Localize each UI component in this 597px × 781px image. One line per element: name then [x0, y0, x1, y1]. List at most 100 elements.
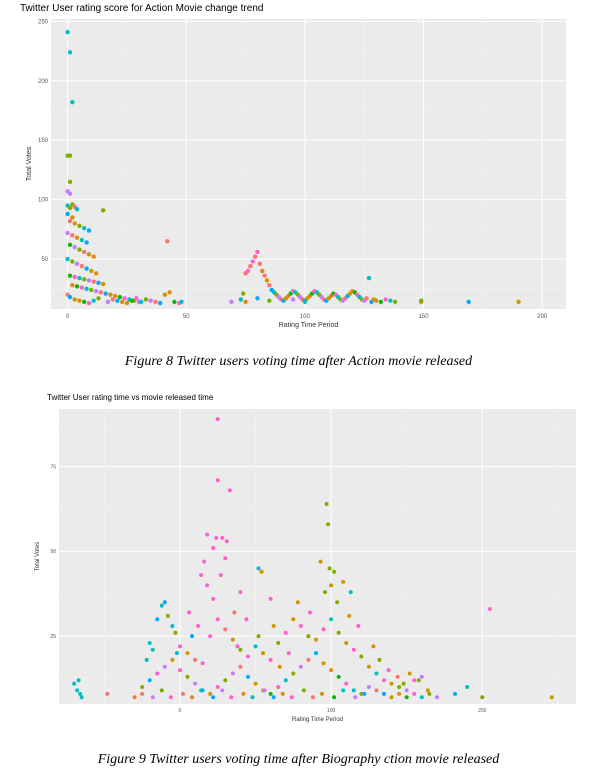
chart-title: Twitter User rating time vs movie releas… — [47, 393, 214, 402]
data-point — [74, 284, 80, 289]
data-point — [215, 417, 220, 422]
data-point — [306, 657, 311, 662]
data-point — [86, 300, 92, 306]
data-point — [79, 237, 85, 243]
data-point — [196, 624, 201, 629]
data-point — [401, 681, 406, 686]
data-point — [227, 488, 232, 493]
data-point — [153, 299, 158, 305]
data-point — [134, 296, 139, 301]
data-point — [256, 634, 261, 639]
data-point — [224, 539, 229, 544]
data-point — [412, 678, 417, 683]
data-point — [177, 644, 182, 649]
y-tick-label: 50 — [50, 549, 56, 555]
data-point — [65, 230, 70, 236]
data-point — [205, 532, 210, 537]
data-point — [241, 291, 246, 296]
data-point — [72, 244, 77, 250]
data-point — [211, 695, 216, 700]
data-point — [378, 299, 384, 305]
data-point — [170, 657, 175, 662]
data-point — [65, 211, 70, 217]
data-point — [67, 153, 73, 158]
data-point — [124, 300, 130, 306]
data-point — [280, 691, 285, 696]
data-point — [253, 681, 258, 686]
data-point — [74, 235, 80, 240]
data-point — [245, 674, 250, 679]
data-point — [252, 254, 258, 259]
data-point — [172, 299, 177, 305]
data-point — [79, 695, 84, 700]
data-point — [150, 647, 155, 652]
data-point — [208, 691, 213, 696]
data-point — [419, 298, 424, 303]
data-point — [407, 671, 412, 676]
data-point — [199, 573, 204, 578]
data-point — [84, 286, 89, 291]
data-point — [324, 501, 329, 506]
data-point — [84, 266, 89, 271]
x-axis-label: Rating Time Period — [292, 717, 343, 723]
data-point — [366, 685, 371, 690]
data-point — [326, 522, 331, 527]
data-point — [261, 651, 266, 656]
data-point — [255, 296, 260, 301]
data-point — [389, 681, 394, 686]
data-point — [91, 254, 96, 259]
data-point — [283, 678, 288, 683]
data-point — [388, 298, 393, 303]
data-point — [276, 640, 281, 645]
data-point — [453, 691, 458, 696]
data-point — [159, 688, 164, 693]
x-tick-label: 0 — [179, 708, 182, 714]
data-point — [267, 298, 272, 303]
data-point — [549, 695, 554, 700]
data-point — [77, 223, 82, 229]
data-point — [67, 191, 73, 196]
data-point — [122, 296, 127, 301]
data-point — [480, 695, 485, 700]
data-point — [301, 688, 306, 693]
data-point — [65, 29, 70, 35]
data-point — [75, 688, 80, 693]
data-point — [425, 688, 430, 693]
data-point — [389, 695, 394, 700]
data-point — [190, 695, 195, 700]
data-point — [260, 268, 265, 274]
data-point — [289, 695, 294, 700]
data-point — [155, 671, 160, 676]
x-tick-label: 200 — [537, 314, 548, 320]
data-point — [96, 280, 101, 286]
data-point — [344, 640, 349, 645]
data-point — [82, 225, 87, 231]
data-point — [255, 249, 260, 255]
data-point — [140, 685, 145, 690]
data-point — [119, 299, 125, 305]
data-point — [238, 664, 243, 669]
data-point — [177, 668, 182, 673]
data-point — [70, 99, 75, 105]
data-point — [487, 607, 492, 612]
data-point — [105, 299, 111, 305]
data-point — [306, 634, 311, 639]
data-point — [419, 695, 424, 700]
data-point — [377, 657, 382, 662]
data-point — [89, 268, 94, 274]
data-point — [185, 651, 190, 656]
data-point — [386, 668, 391, 673]
data-point — [79, 285, 85, 290]
data-point — [82, 277, 87, 282]
data-point — [465, 685, 470, 690]
data-point — [132, 695, 137, 700]
y-axis-label: Total Votes — [35, 542, 41, 571]
data-point — [359, 691, 364, 696]
data-point — [259, 569, 264, 574]
data-point — [65, 256, 70, 262]
data-point — [232, 610, 237, 615]
y-tick-label: 50 — [41, 257, 48, 263]
data-point — [70, 259, 75, 264]
data-point — [310, 695, 315, 700]
data-point — [290, 297, 296, 302]
